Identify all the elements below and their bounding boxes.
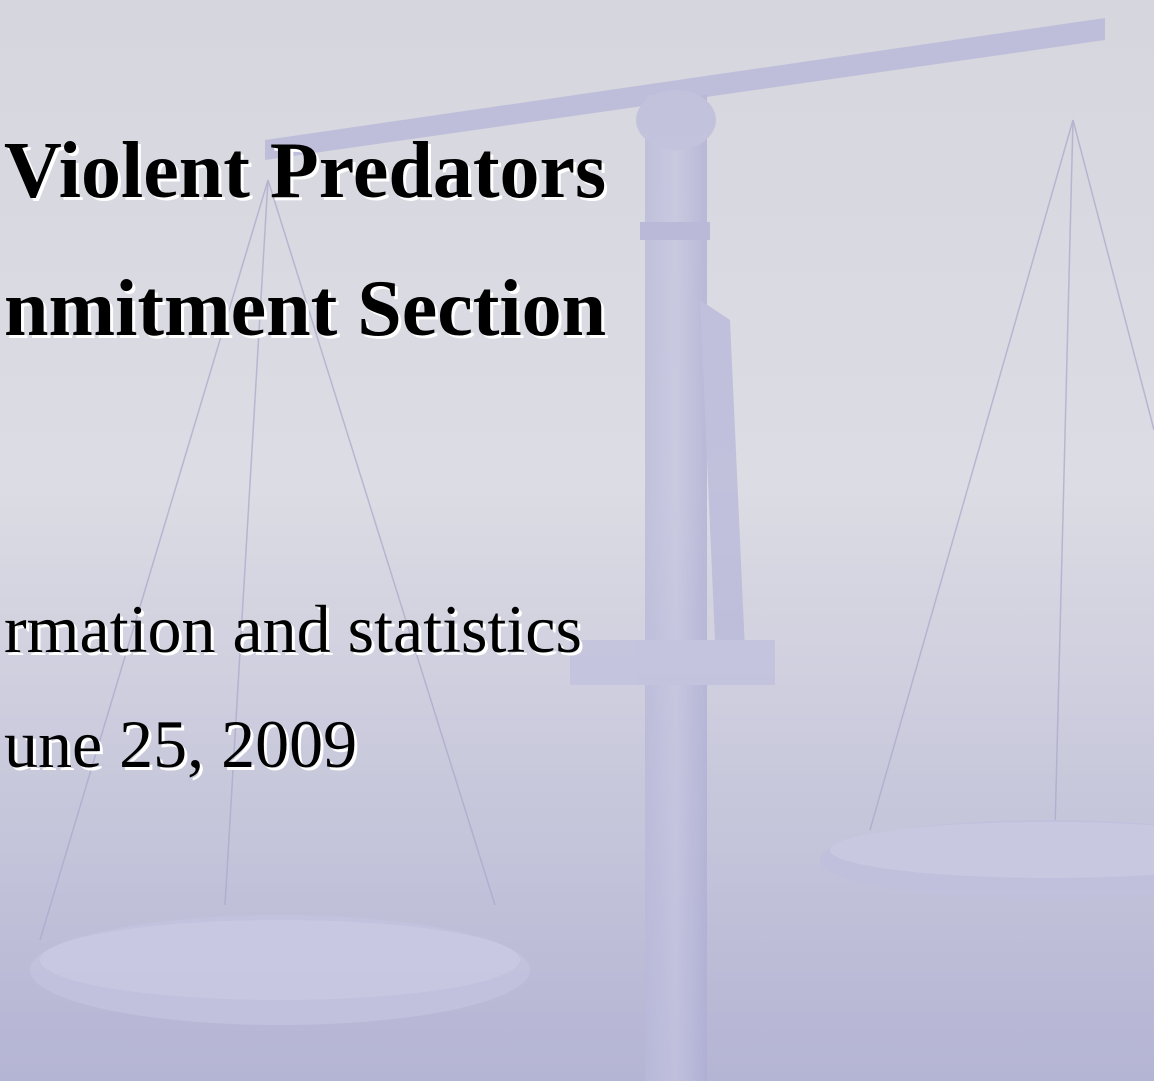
subtitle-line: une 25, 2009 [4,705,357,784]
title-line: Violent Predators [4,126,606,217]
title-line: nmitment Section [4,264,606,355]
slide: Violent Predators nmitment Section rmati… [0,0,1154,1081]
subtitle-line: rmation and statistics [4,590,582,669]
